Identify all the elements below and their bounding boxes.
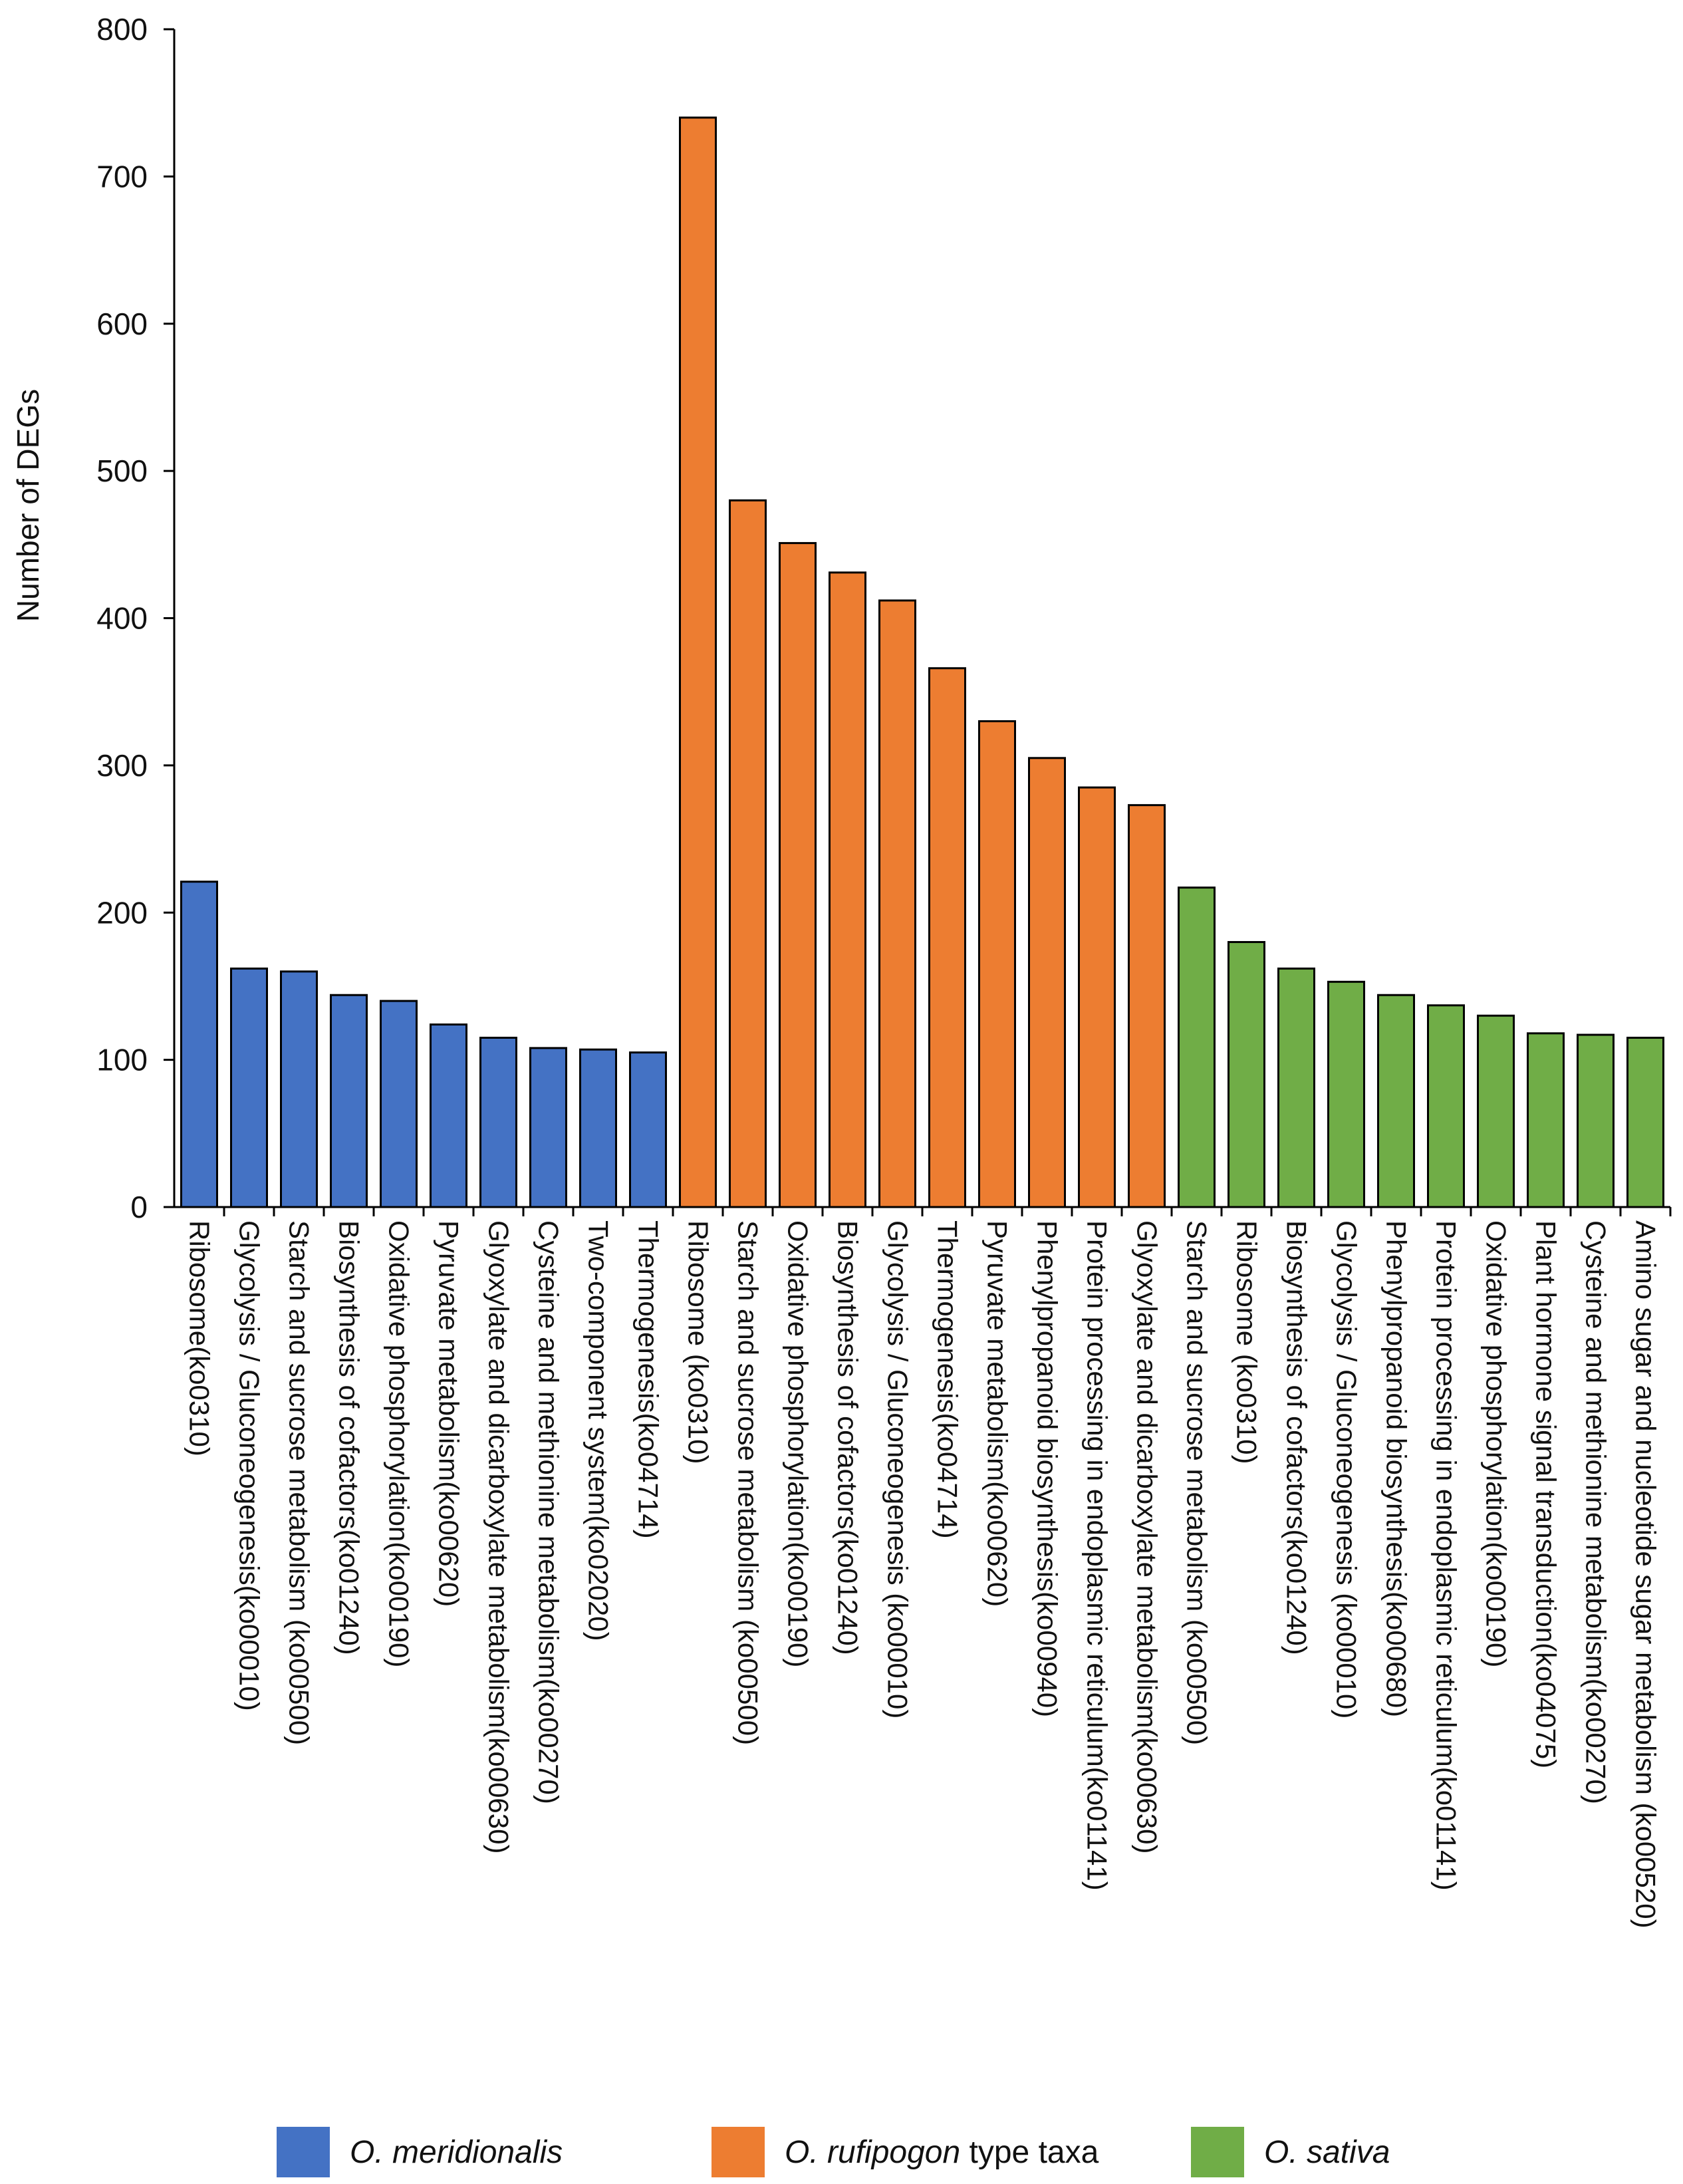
y-tick-label: 300	[96, 748, 148, 783]
x-category-label: Protein processing in endoplasmic reticu…	[1082, 1220, 1113, 1891]
x-category-label: Cysteine and methionine metabolism(ko002…	[1581, 1220, 1612, 1804]
y-axis: 0 100 200 300 400 500 600 700 800	[96, 12, 1670, 1224]
y-tick-label: 700	[96, 159, 148, 194]
y-tick-label: 100	[96, 1043, 148, 1077]
bar	[1477, 1014, 1515, 1208]
bar	[1028, 757, 1066, 1208]
bar	[1577, 1033, 1615, 1208]
x-category-label: Phenylpropanoid biosynthesis(ko00680)	[1381, 1220, 1412, 1717]
y-tick-label: 800	[96, 12, 148, 47]
bar	[1626, 1036, 1664, 1208]
bar	[1527, 1032, 1565, 1208]
bar	[1128, 804, 1166, 1208]
bar	[1377, 994, 1415, 1208]
x-category-label: Plant hormone signal transduction(ko0407…	[1531, 1220, 1562, 1768]
x-category-label: Two-component system(ko02020)	[583, 1220, 614, 1641]
bar	[479, 1036, 517, 1208]
legend-label: O. meridionalis	[350, 2135, 563, 2170]
bar	[729, 499, 767, 1208]
x-category-label: Amino sugar and nucleotide sugar metabol…	[1630, 1220, 1662, 1929]
bar	[1078, 786, 1116, 1208]
x-category-label: Phenylpropanoid biosynthesis(ko00940)	[1032, 1220, 1063, 1717]
bar	[679, 116, 717, 1208]
bar	[230, 967, 268, 1208]
bar	[430, 1023, 467, 1208]
y-tick-label: 600	[96, 307, 148, 341]
bar	[1427, 1004, 1465, 1208]
bar	[878, 599, 916, 1208]
bar	[180, 881, 218, 1208]
x-category-label: Thermogenesis(ko04714)	[932, 1220, 964, 1539]
x-category-label: Glycolysis / Gluconeogenesis(ko00010)	[234, 1220, 265, 1711]
legend-label: O. sativa	[1264, 2135, 1390, 2170]
x-category-label: Ribosome(ko0310)	[184, 1220, 215, 1456]
y-tick-label: 400	[96, 601, 148, 636]
x-category-label: Starch and sucrose metabolism (ko00500)	[1182, 1220, 1213, 1745]
bar	[330, 994, 368, 1208]
legend-label: O. rufipogon type taxa	[785, 2135, 1099, 2170]
y-axis-title: Number of DEGs	[11, 389, 45, 622]
x-category-label: Thermogenesis(ko04714)	[633, 1220, 664, 1539]
bar	[1178, 887, 1216, 1208]
bar	[280, 970, 318, 1208]
x-category-label: Glycolysis / Gluconeogenesis (ko00010)	[882, 1220, 914, 1718]
legend-swatch	[1191, 2127, 1244, 2177]
bar	[579, 1048, 617, 1208]
x-category-label: Glycolysis / Gluconeogenesis (ko00010)	[1331, 1220, 1362, 1718]
bar	[1277, 967, 1315, 1208]
x-category-label: Ribosome (ko0310)	[683, 1220, 714, 1464]
x-axis-labels: Ribosome(ko0310) Glycolysis / Gluconeogen…	[184, 1207, 1672, 1929]
bar	[779, 542, 817, 1208]
legend-swatch	[712, 2127, 765, 2177]
x-category-label: Protein processing in endoplasmic reticu…	[1431, 1220, 1462, 1891]
bar	[1228, 941, 1265, 1208]
x-category-label: Glyoxylate and dicarboxylate metabolism(…	[1132, 1220, 1163, 1854]
x-category-label: Pyruvate metabolism(ko00620)	[434, 1220, 465, 1607]
x-category-label: Glyoxylate and dicarboxylate metabolism(…	[483, 1220, 515, 1854]
x-category-label: Ribosome (ko0310)	[1231, 1220, 1263, 1464]
x-category-label: Starch and sucrose metabolism (ko00500)	[733, 1220, 764, 1745]
bar	[1327, 980, 1365, 1208]
legend: O. meridionalis O. rufipogon type taxa O. …	[277, 2127, 1390, 2177]
x-category-label: Oxidative phosphorylation(ko00190)	[1481, 1220, 1512, 1667]
x-category-label: Cysteine and methionine metabolism(ko002…	[533, 1220, 565, 1804]
bar	[829, 571, 866, 1208]
y-tick-label: 500	[96, 454, 148, 488]
bar	[629, 1051, 667, 1208]
bar	[978, 720, 1016, 1208]
bar	[380, 1000, 418, 1208]
y-tick-label: 0	[130, 1190, 148, 1224]
bar	[529, 1047, 567, 1208]
x-category-label: Biosynthesis of cofactors(ko01240)	[833, 1220, 864, 1655]
x-category-label: Oxidative phosphorylation(ko00190)	[384, 1220, 415, 1667]
x-category-label: Biosynthesis of cofactors(ko01240)	[334, 1220, 365, 1655]
x-category-label: Biosynthesis of cofactors(ko01240)	[1281, 1220, 1313, 1655]
legend-swatch	[277, 2127, 330, 2177]
x-category-label: Starch and sucrose metabolism (ko00500)	[284, 1220, 315, 1745]
y-tick-label: 200	[96, 895, 148, 930]
x-category-label: Pyruvate metabolism(ko00620)	[982, 1220, 1013, 1607]
x-category-label: Oxidative phosphorylation(ko00190)	[783, 1220, 814, 1667]
bars	[180, 116, 1664, 1208]
bar	[928, 667, 966, 1208]
